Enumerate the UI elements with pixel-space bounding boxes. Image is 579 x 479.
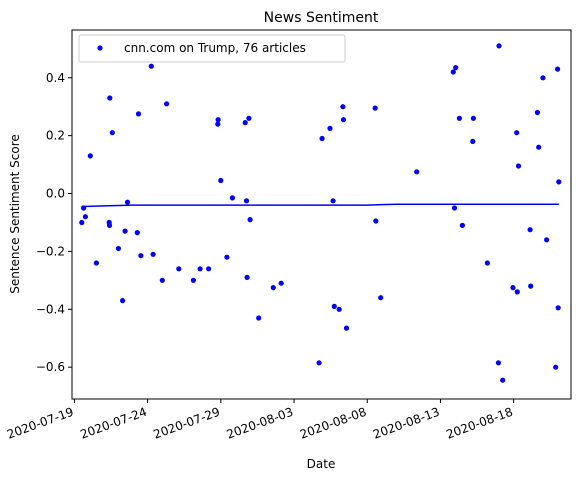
data-point — [451, 205, 458, 211]
data-point — [456, 115, 462, 121]
data-point — [459, 222, 465, 228]
data-point — [528, 283, 534, 289]
data-point — [514, 130, 520, 136]
data-point — [164, 101, 170, 107]
data-point — [109, 130, 115, 136]
data-point — [544, 237, 550, 243]
y-tick-label: −0.4 — [36, 302, 65, 316]
data-point — [555, 66, 561, 72]
legend-label: cnn.com on Trump, 76 articles — [124, 41, 306, 55]
data-point — [247, 217, 253, 223]
data-point — [135, 111, 142, 117]
chart-title: News Sentiment — [264, 10, 379, 26]
data-point — [270, 285, 276, 291]
data-point — [120, 298, 126, 304]
data-point — [243, 198, 250, 204]
data-point — [81, 205, 87, 211]
data-point — [215, 121, 221, 127]
data-layer — [79, 43, 562, 383]
data-point — [450, 69, 456, 75]
data-point — [244, 274, 250, 280]
y-axis-title: Sentence Sentiment Score — [8, 134, 22, 294]
data-point — [224, 254, 230, 260]
data-point — [470, 115, 476, 121]
data-point — [330, 198, 336, 204]
data-point — [527, 227, 533, 233]
data-point — [124, 199, 131, 205]
data-point — [218, 177, 224, 184]
legend: cnn.com on Trump, 76 articles — [78, 34, 346, 63]
data-point — [197, 266, 203, 272]
data-point — [555, 305, 561, 311]
data-point — [343, 325, 350, 331]
trend-line — [81, 203, 559, 208]
data-point — [496, 43, 502, 49]
x-axis-title: Date — [307, 457, 336, 471]
data-point — [414, 169, 420, 175]
data-point — [176, 266, 182, 272]
data-point — [336, 306, 342, 312]
data-point — [229, 195, 235, 201]
data-point — [278, 280, 284, 286]
data-point — [138, 253, 144, 259]
data-point — [242, 120, 248, 126]
data-point — [107, 95, 113, 101]
legend-box — [78, 34, 346, 63]
data-point — [514, 289, 520, 295]
data-point — [510, 285, 516, 291]
data-point — [453, 65, 459, 71]
data-point — [378, 295, 384, 301]
data-point — [536, 144, 542, 150]
data-point — [215, 117, 221, 123]
y-tick-label: −0.2 — [36, 244, 65, 258]
data-point — [470, 138, 476, 144]
data-point — [556, 179, 562, 185]
data-point — [159, 277, 165, 283]
data-point — [122, 228, 128, 234]
data-point — [372, 105, 378, 111]
legend-marker — [97, 45, 103, 51]
data-point — [134, 230, 140, 236]
data-point — [87, 153, 93, 159]
data-point — [79, 219, 85, 226]
data-point — [540, 75, 546, 81]
data-point — [246, 115, 252, 121]
data-point — [340, 104, 346, 110]
y-tick-label: −0.6 — [36, 360, 65, 374]
y-tick-label: 0.4 — [46, 71, 65, 85]
y-tick-label: 0.2 — [46, 129, 65, 143]
data-point — [150, 251, 156, 257]
data-point — [327, 125, 333, 131]
y-tick-label: 0.0 — [46, 187, 65, 201]
data-point — [331, 303, 337, 309]
plot-area — [71, 29, 572, 400]
data-point — [534, 109, 541, 116]
y-axis: 0.4 0.2 0.0 −0.2 −0.4 −0.6 — [36, 71, 72, 374]
data-point — [316, 360, 322, 366]
data-point — [340, 117, 347, 123]
data-point — [319, 135, 325, 142]
data-point — [82, 214, 88, 220]
data-point — [106, 222, 113, 228]
data-point — [93, 260, 99, 266]
data-point — [553, 364, 559, 370]
data-point — [256, 315, 262, 321]
data-point — [206, 266, 212, 272]
data-point — [500, 377, 506, 383]
data-point — [495, 360, 501, 366]
data-point — [115, 245, 121, 252]
data-point — [484, 260, 490, 266]
data-point — [515, 163, 522, 169]
data-point — [148, 63, 154, 69]
data-point — [373, 218, 379, 224]
plot-frame — [71, 29, 572, 400]
data-point — [190, 277, 196, 283]
